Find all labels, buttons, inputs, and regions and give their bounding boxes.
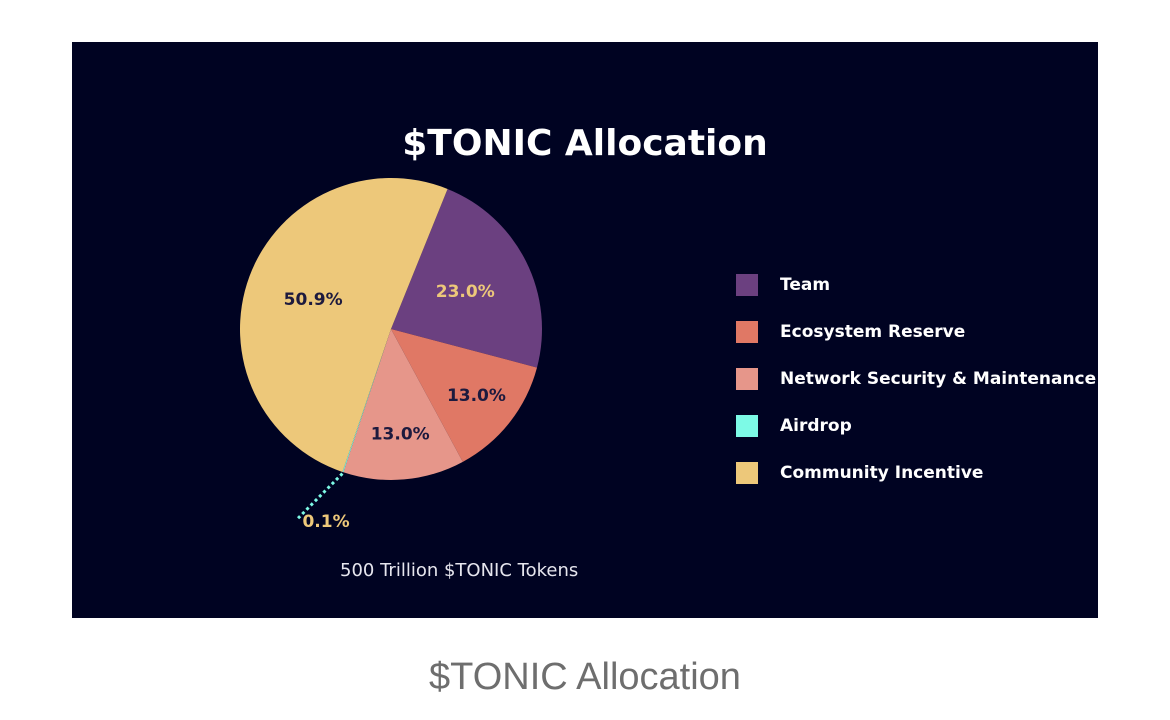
legend-swatch-community-incentive	[736, 462, 758, 484]
legend-label-community-incentive: Community Incentive	[780, 463, 984, 483]
pie-slice-airdrop	[342, 329, 391, 473]
legend-item-ecosystem-reserve: Ecosystem Reserve	[736, 321, 1096, 368]
data-label-community-incentive: 50.9%	[284, 290, 343, 310]
leader-line-airdrop	[296, 472, 344, 520]
chart-panel: $TONIC Allocation 23.0% 13.0% 13.0% 0.1% 50.…	[72, 42, 1098, 618]
pie-slices	[239, 177, 542, 481]
legend-item-community-incentive: Community Incentive	[736, 462, 1096, 509]
legend-swatch-airdrop	[736, 415, 758, 437]
data-label-network-security-maintenance: 13.0%	[371, 424, 430, 444]
legend-item-airdrop: Airdrop	[736, 415, 1096, 462]
pie-chart: 23.0% 13.0% 13.0% 0.1% 50.9%	[239, 177, 542, 532]
chart-title: $TONIC Allocation	[402, 123, 768, 164]
pie-slice-ecosystem-reserve	[391, 329, 537, 462]
legend-item-team: Team	[736, 274, 1096, 321]
chart-legend: Team Ecosystem Reserve Network Security & …	[736, 274, 1096, 509]
pie-leader-lines	[296, 472, 344, 520]
legend-label-network-security-maintenance: Network Security & Maintenance	[780, 369, 1097, 389]
data-label-ecosystem-reserve: 13.0%	[447, 386, 506, 406]
data-label-team: 23.0%	[436, 282, 495, 302]
chart-subtitle: 500 Trillion $TONIC Tokens	[340, 560, 579, 581]
legend-swatch-team	[736, 274, 758, 296]
pie-data-labels: 23.0% 13.0% 13.0% 0.1% 50.9%	[284, 282, 506, 532]
pie-slice-network-security-maintenance	[343, 329, 463, 481]
legend-label-ecosystem-reserve: Ecosystem Reserve	[780, 322, 966, 342]
legend-label-airdrop: Airdrop	[780, 416, 852, 436]
legend-swatch-network-security-maintenance	[736, 368, 758, 390]
pie-slice-team	[391, 188, 542, 368]
image-caption: $TONIC Allocation	[429, 656, 741, 698]
pie-slice-community-incentive	[239, 177, 448, 472]
data-label-airdrop: 0.1%	[302, 512, 349, 532]
legend-swatch-ecosystem-reserve	[736, 321, 758, 343]
legend-item-network-security-maintenance: Network Security & Maintenance	[736, 368, 1096, 415]
legend-label-team: Team	[780, 275, 831, 295]
